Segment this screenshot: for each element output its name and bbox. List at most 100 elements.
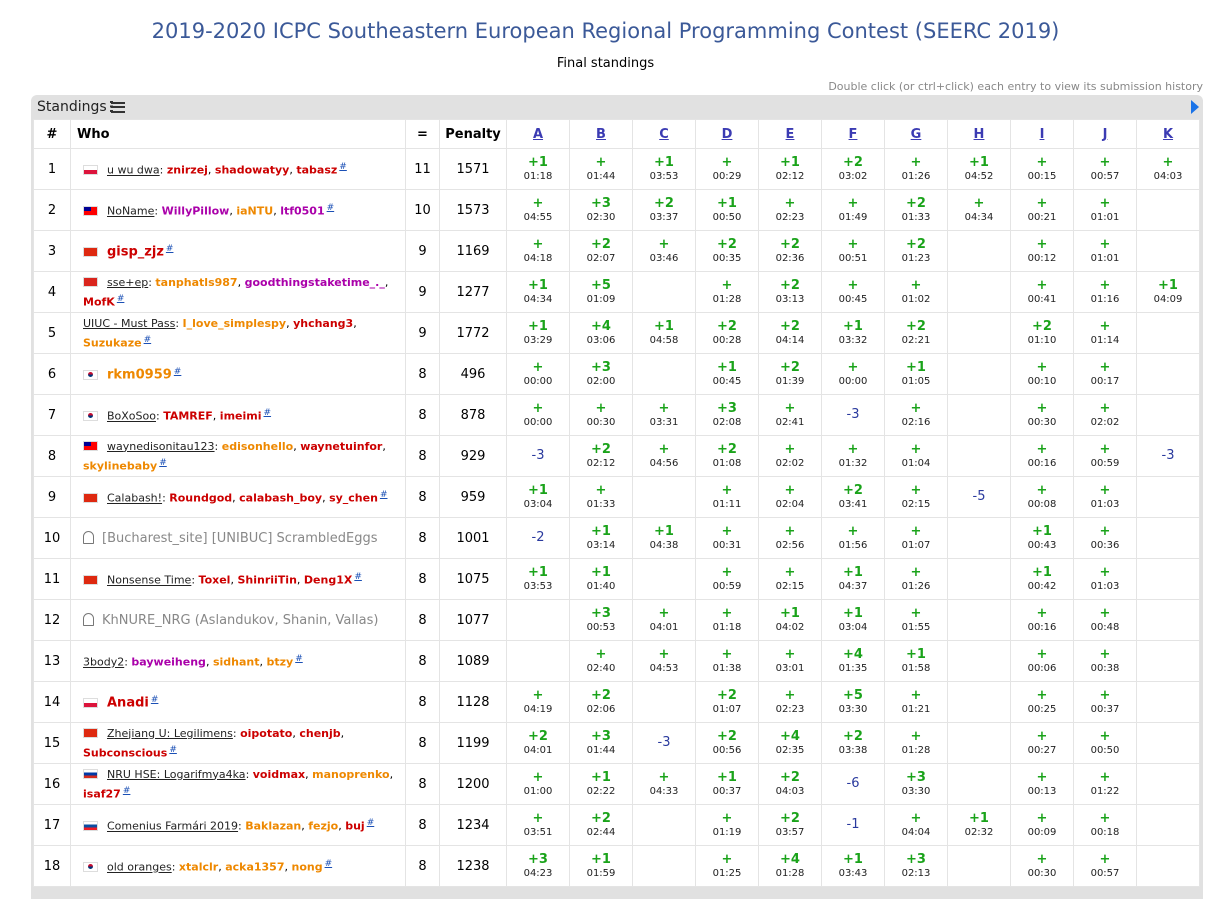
problem-cell-d[interactable]: +01:28 (695, 271, 759, 313)
problem-cell-k[interactable] (1136, 312, 1200, 354)
problem-cell-f[interactable]: +4 01:35 (821, 640, 885, 682)
problem-cell-j[interactable]: +00:37 (1073, 681, 1137, 723)
problem-cell-h[interactable] (947, 558, 1011, 600)
problem-cell-f[interactable]: -3 (821, 394, 885, 436)
problem-cell-f[interactable]: +1 03:32 (821, 312, 885, 354)
problem-cell-i[interactable]: +00:15 (1010, 148, 1074, 190)
problem-cell-h[interactable] (947, 763, 1011, 805)
problem-cell-g[interactable]: +2 02:21 (884, 312, 948, 354)
team-name-link[interactable]: Calabash! (107, 491, 163, 505)
problem-cell-e[interactable]: +2 03:57 (758, 804, 822, 846)
problem-cell-d[interactable]: +3 02:08 (695, 394, 759, 436)
problem-cell-k[interactable] (1136, 845, 1200, 887)
problem-cell-f[interactable]: +2 03:41 (821, 476, 885, 518)
anchor-link[interactable]: # (339, 162, 347, 173)
problem-cell-g[interactable]: +01:26 (884, 558, 948, 600)
problem-cell-d[interactable]: +00:29 (695, 148, 759, 190)
problem-cell-a[interactable]: +03:51 (506, 804, 570, 846)
problem-cell-c[interactable] (632, 476, 696, 518)
member-link[interactable]: skylinebaby (83, 459, 158, 473)
member-link[interactable]: bayweiheng (131, 655, 206, 669)
team-name-link[interactable]: old oranges (107, 860, 172, 874)
anchor-link[interactable]: # (263, 408, 272, 419)
problem-cell-k[interactable] (1136, 722, 1200, 764)
problem-cell-e[interactable]: +4 01:28 (758, 845, 822, 887)
problem-cell-f[interactable]: +00:51 (821, 230, 885, 272)
table-row[interactable]: 7 BoXoSoo: TAMREF, imeimi #8 878 +00:00 +00:3… (33, 394, 1200, 436)
team-name-link[interactable]: UIUC - Must Pass (83, 316, 176, 330)
problem-cell-f[interactable]: +00:45 (821, 271, 885, 313)
team-name-link[interactable]: Anadi (107, 695, 149, 711)
problem-cell-d[interactable]: +2 00:56 (695, 722, 759, 764)
problem-cell-c[interactable]: +1 03:53 (632, 148, 696, 190)
problem-cell-d[interactable]: +01:19 (695, 804, 759, 846)
problem-cell-b[interactable]: +3 01:44 (569, 722, 633, 764)
problem-cell-k[interactable] (1136, 189, 1200, 231)
anchor-link[interactable]: # (324, 859, 333, 870)
problem-cell-j[interactable]: +00:36 (1073, 517, 1137, 559)
problem-cell-d[interactable]: +2 00:28 (695, 312, 759, 354)
anchor-link[interactable]: # (326, 203, 335, 214)
problem-cell-d[interactable]: +01:11 (695, 476, 759, 518)
problem-cell-h[interactable]: -5 (947, 476, 1011, 518)
problem-link-b[interactable]: B (596, 126, 606, 142)
member-link[interactable]: sy_chen (329, 491, 378, 505)
problem-cell-c[interactable] (632, 845, 696, 887)
problem-cell-d[interactable]: +00:59 (695, 558, 759, 600)
problem-cell-h[interactable] (947, 271, 1011, 313)
problem-cell-j[interactable]: +01:22 (1073, 763, 1137, 805)
problem-cell-g[interactable]: +01:02 (884, 271, 948, 313)
problem-cell-c[interactable] (632, 804, 696, 846)
table-row[interactable]: 17 Comenius Farmári 2019: Baklazan, fezjo… (33, 804, 1200, 846)
table-row[interactable]: 5 UIUC - Must Pass: I_love_simplespy, yhc… (33, 312, 1200, 354)
problem-cell-b[interactable]: +01:44 (569, 148, 633, 190)
problem-cell-b[interactable]: +1 01:40 (569, 558, 633, 600)
problem-cell-j[interactable]: +00:50 (1073, 722, 1137, 764)
problem-cell-h[interactable] (947, 517, 1011, 559)
problem-cell-k[interactable] (1136, 763, 1200, 805)
problem-cell-g[interactable]: +02:15 (884, 476, 948, 518)
member-link[interactable]: ShinriiTin (237, 573, 297, 587)
problem-cell-h[interactable] (947, 845, 1011, 887)
problem-cell-f[interactable]: -6 (821, 763, 885, 805)
member-link[interactable]: WillyPillow (161, 204, 230, 218)
problem-cell-k[interactable] (1136, 599, 1200, 641)
problem-cell-c[interactable]: +04:53 (632, 640, 696, 682)
problem-cell-i[interactable]: +2 01:10 (1010, 312, 1074, 354)
problem-cell-b[interactable]: +5 01:09 (569, 271, 633, 313)
problem-cell-j[interactable]: +00:48 (1073, 599, 1137, 641)
anchor-link[interactable]: # (165, 244, 174, 255)
problem-cell-a[interactable]: +1 03:53 (506, 558, 570, 600)
problem-cell-g[interactable]: +02:16 (884, 394, 948, 436)
member-link[interactable]: chenjb (299, 726, 341, 740)
problem-cell-h[interactable] (947, 312, 1011, 354)
team-name-link[interactable]: Nonsense Time (107, 573, 192, 587)
problem-cell-b[interactable]: +1 03:14 (569, 517, 633, 559)
member-link[interactable]: imeimi (219, 409, 262, 423)
problem-cell-e[interactable]: +03:01 (758, 640, 822, 682)
member-link[interactable]: ltf0501 (280, 204, 325, 218)
problem-cell-f[interactable]: +00:00 (821, 353, 885, 395)
problem-cell-k[interactable] (1136, 230, 1200, 272)
problem-cell-a[interactable]: +3 04:23 (506, 845, 570, 887)
problem-cell-a[interactable]: +2 04:01 (506, 722, 570, 764)
table-row[interactable]: 14 Anadi #8 1128 +04:19 +2 02:06 +2 01:07 +02:23 +… (33, 681, 1200, 723)
anchor-link[interactable]: # (295, 654, 303, 665)
member-link[interactable]: I_love_simplespy (182, 316, 287, 330)
problem-cell-g[interactable]: +01:21 (884, 681, 948, 723)
table-row[interactable]: 6 rkm0959 #8 496 +00:00 +3 02:00 +1 00:45 +2 01:39… (33, 353, 1200, 395)
problem-cell-h[interactable] (947, 599, 1011, 641)
problem-cell-e[interactable]: +02:04 (758, 476, 822, 518)
problem-cell-j[interactable]: +01:03 (1073, 558, 1137, 600)
problem-cell-a[interactable]: +04:19 (506, 681, 570, 723)
table-row[interactable]: 3 gisp_zjz #9 1169 +04:18 +2 02:07 +03:46 +2 00:3… (33, 230, 1200, 272)
team-name-link[interactable]: sse+ep (107, 275, 149, 289)
member-link[interactable]: MofK (83, 295, 115, 309)
problem-cell-g[interactable]: +2 01:33 (884, 189, 948, 231)
problem-cell-a[interactable]: +04:55 (506, 189, 570, 231)
problem-cell-k[interactable]: +04:03 (1136, 148, 1200, 190)
problem-cell-a[interactable]: +01:00 (506, 763, 570, 805)
member-link[interactable]: Baklazan (245, 819, 302, 833)
member-link[interactable]: waynetuinfor (300, 439, 383, 453)
member-link[interactable]: edisonhello (221, 439, 294, 453)
